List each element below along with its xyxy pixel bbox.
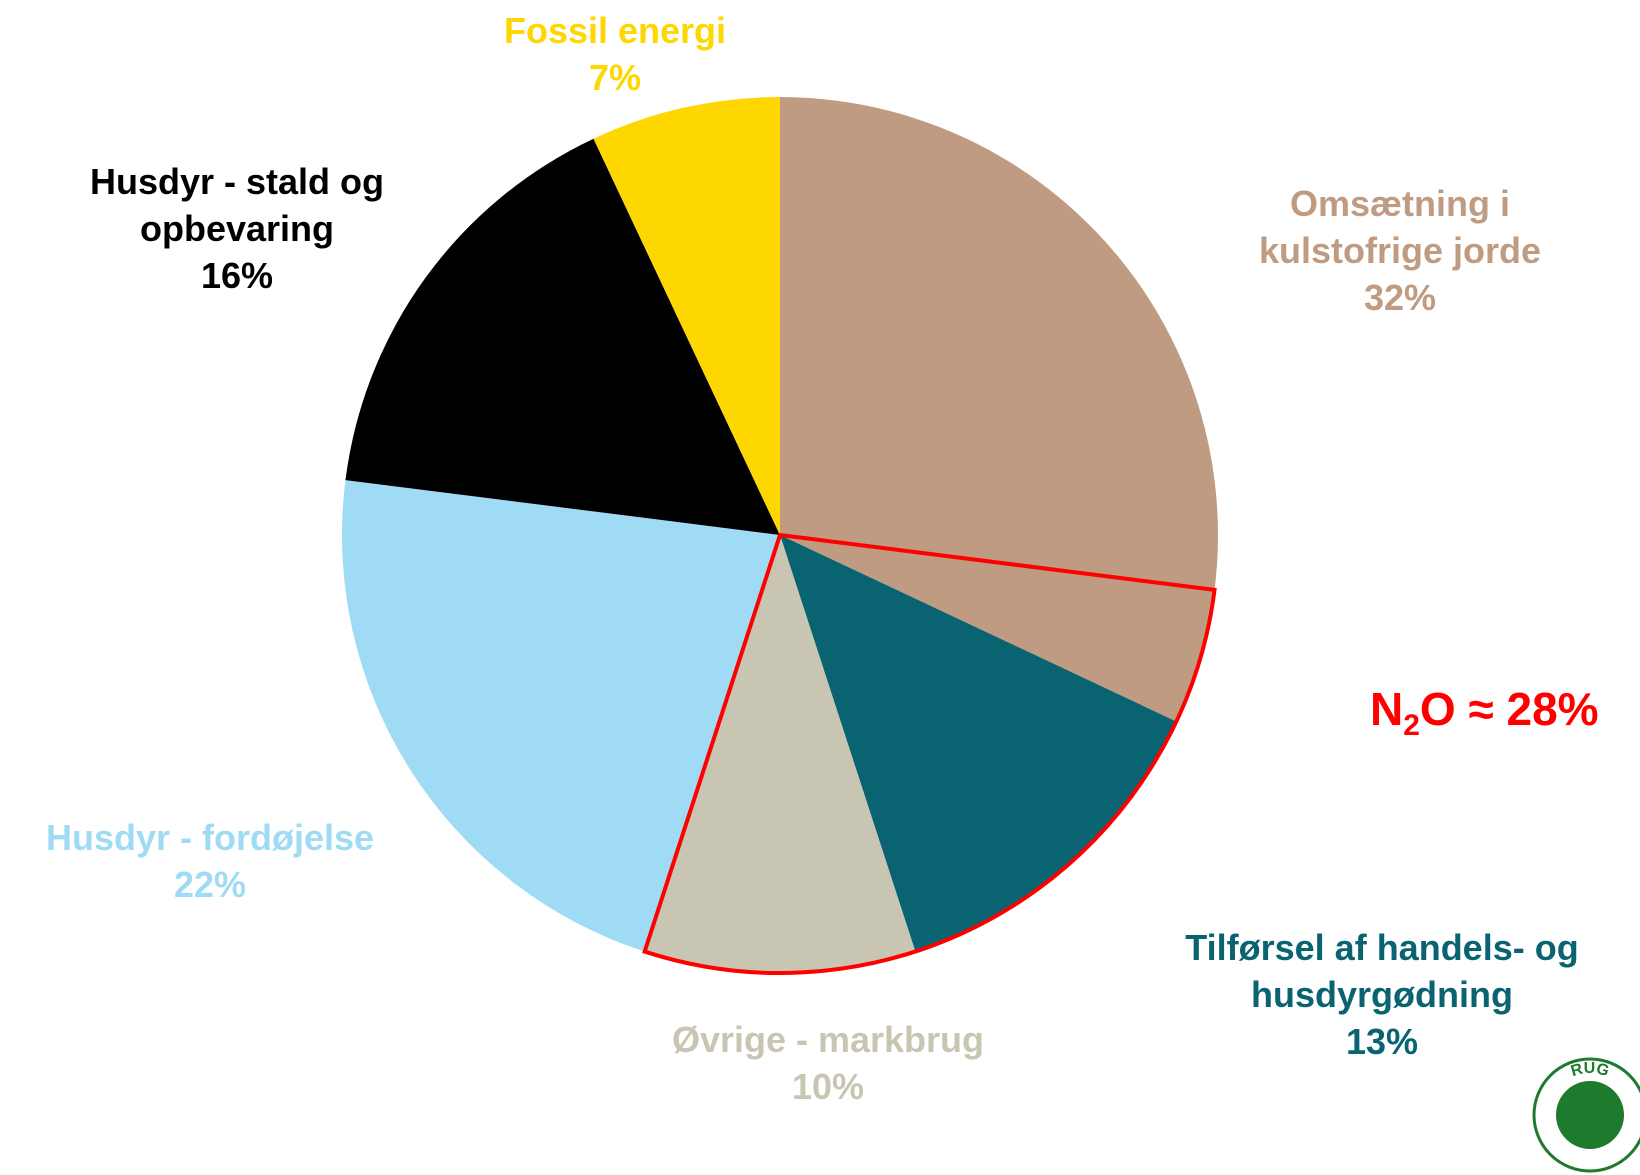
slice-label-stald-percent: 16% xyxy=(200,255,274,296)
logo-text: RUG xyxy=(1569,1060,1611,1080)
slice-label-fordoejelse: Husdyr - fordøjelse 22% xyxy=(46,814,374,908)
slice-label-tilfoersel: Tilførsel af handels- og husdyrgødning 1… xyxy=(1185,924,1578,1065)
pie-slice-tilfoersel xyxy=(780,535,1177,952)
slice-label-tilfoersel-line2: husdyrgødning xyxy=(1251,974,1513,1015)
slice-label-fossil-percent: 7% xyxy=(588,57,642,98)
slice-label-omsaetning-percent: 32% xyxy=(1363,277,1437,318)
n2o-rest: O ≈ 28% xyxy=(1419,683,1599,735)
pie-chart xyxy=(341,97,1218,975)
slice-label-fossil: Fossil energi 7% xyxy=(504,7,726,101)
slice-label-oevrige-line1: Øvrige - markbrug xyxy=(671,1019,985,1060)
slice-label-omsaetning: Omsætning i kulstofrige jorde 32% xyxy=(1259,180,1541,321)
slice-label-oevrige: Øvrige - markbrug 10% xyxy=(672,1016,984,1110)
slice-label-omsaetning-line2: kulstofrige jorde xyxy=(1258,230,1542,271)
n2o-highlight-outline xyxy=(642,532,1217,975)
slice-label-stald-line1: Husdyr - stald og xyxy=(89,161,385,202)
slice-label-omsaetning-line1: Omsætning i xyxy=(1289,183,1511,224)
n2o-subscript: 2 xyxy=(1403,709,1420,742)
svg-text:RUG: RUG xyxy=(1569,1060,1611,1080)
pie-slice-fossil xyxy=(593,97,780,535)
slice-label-tilfoersel-line1: Tilførsel af handels- og xyxy=(1185,927,1579,968)
pie-slice-fordoejelse xyxy=(341,480,780,952)
slice-label-stald: Husdyr - stald og opbevaring 16% xyxy=(90,158,384,299)
slice-label-tilfoersel-percent: 13% xyxy=(1345,1021,1419,1062)
organization-logo-icon: RUG xyxy=(1532,1057,1640,1173)
slice-label-fordoejelse-percent: 22% xyxy=(173,864,247,905)
n2o-main: N xyxy=(1370,683,1404,735)
pie-slice-oevrige xyxy=(644,535,916,973)
pie-slice-omsaetning xyxy=(780,97,1218,722)
slice-label-fossil-line1: Fossil energi xyxy=(503,10,727,51)
pie-slices xyxy=(341,97,1218,973)
n2o-annotation: N2O ≈ 28% xyxy=(1370,682,1599,741)
slice-label-stald-line2: opbevaring xyxy=(139,208,335,249)
pie-slice-stald xyxy=(345,138,780,535)
slice-label-oevrige-percent: 10% xyxy=(791,1066,865,1107)
slice-label-fordoejelse-line1: Husdyr - fordøjelse xyxy=(45,817,375,858)
